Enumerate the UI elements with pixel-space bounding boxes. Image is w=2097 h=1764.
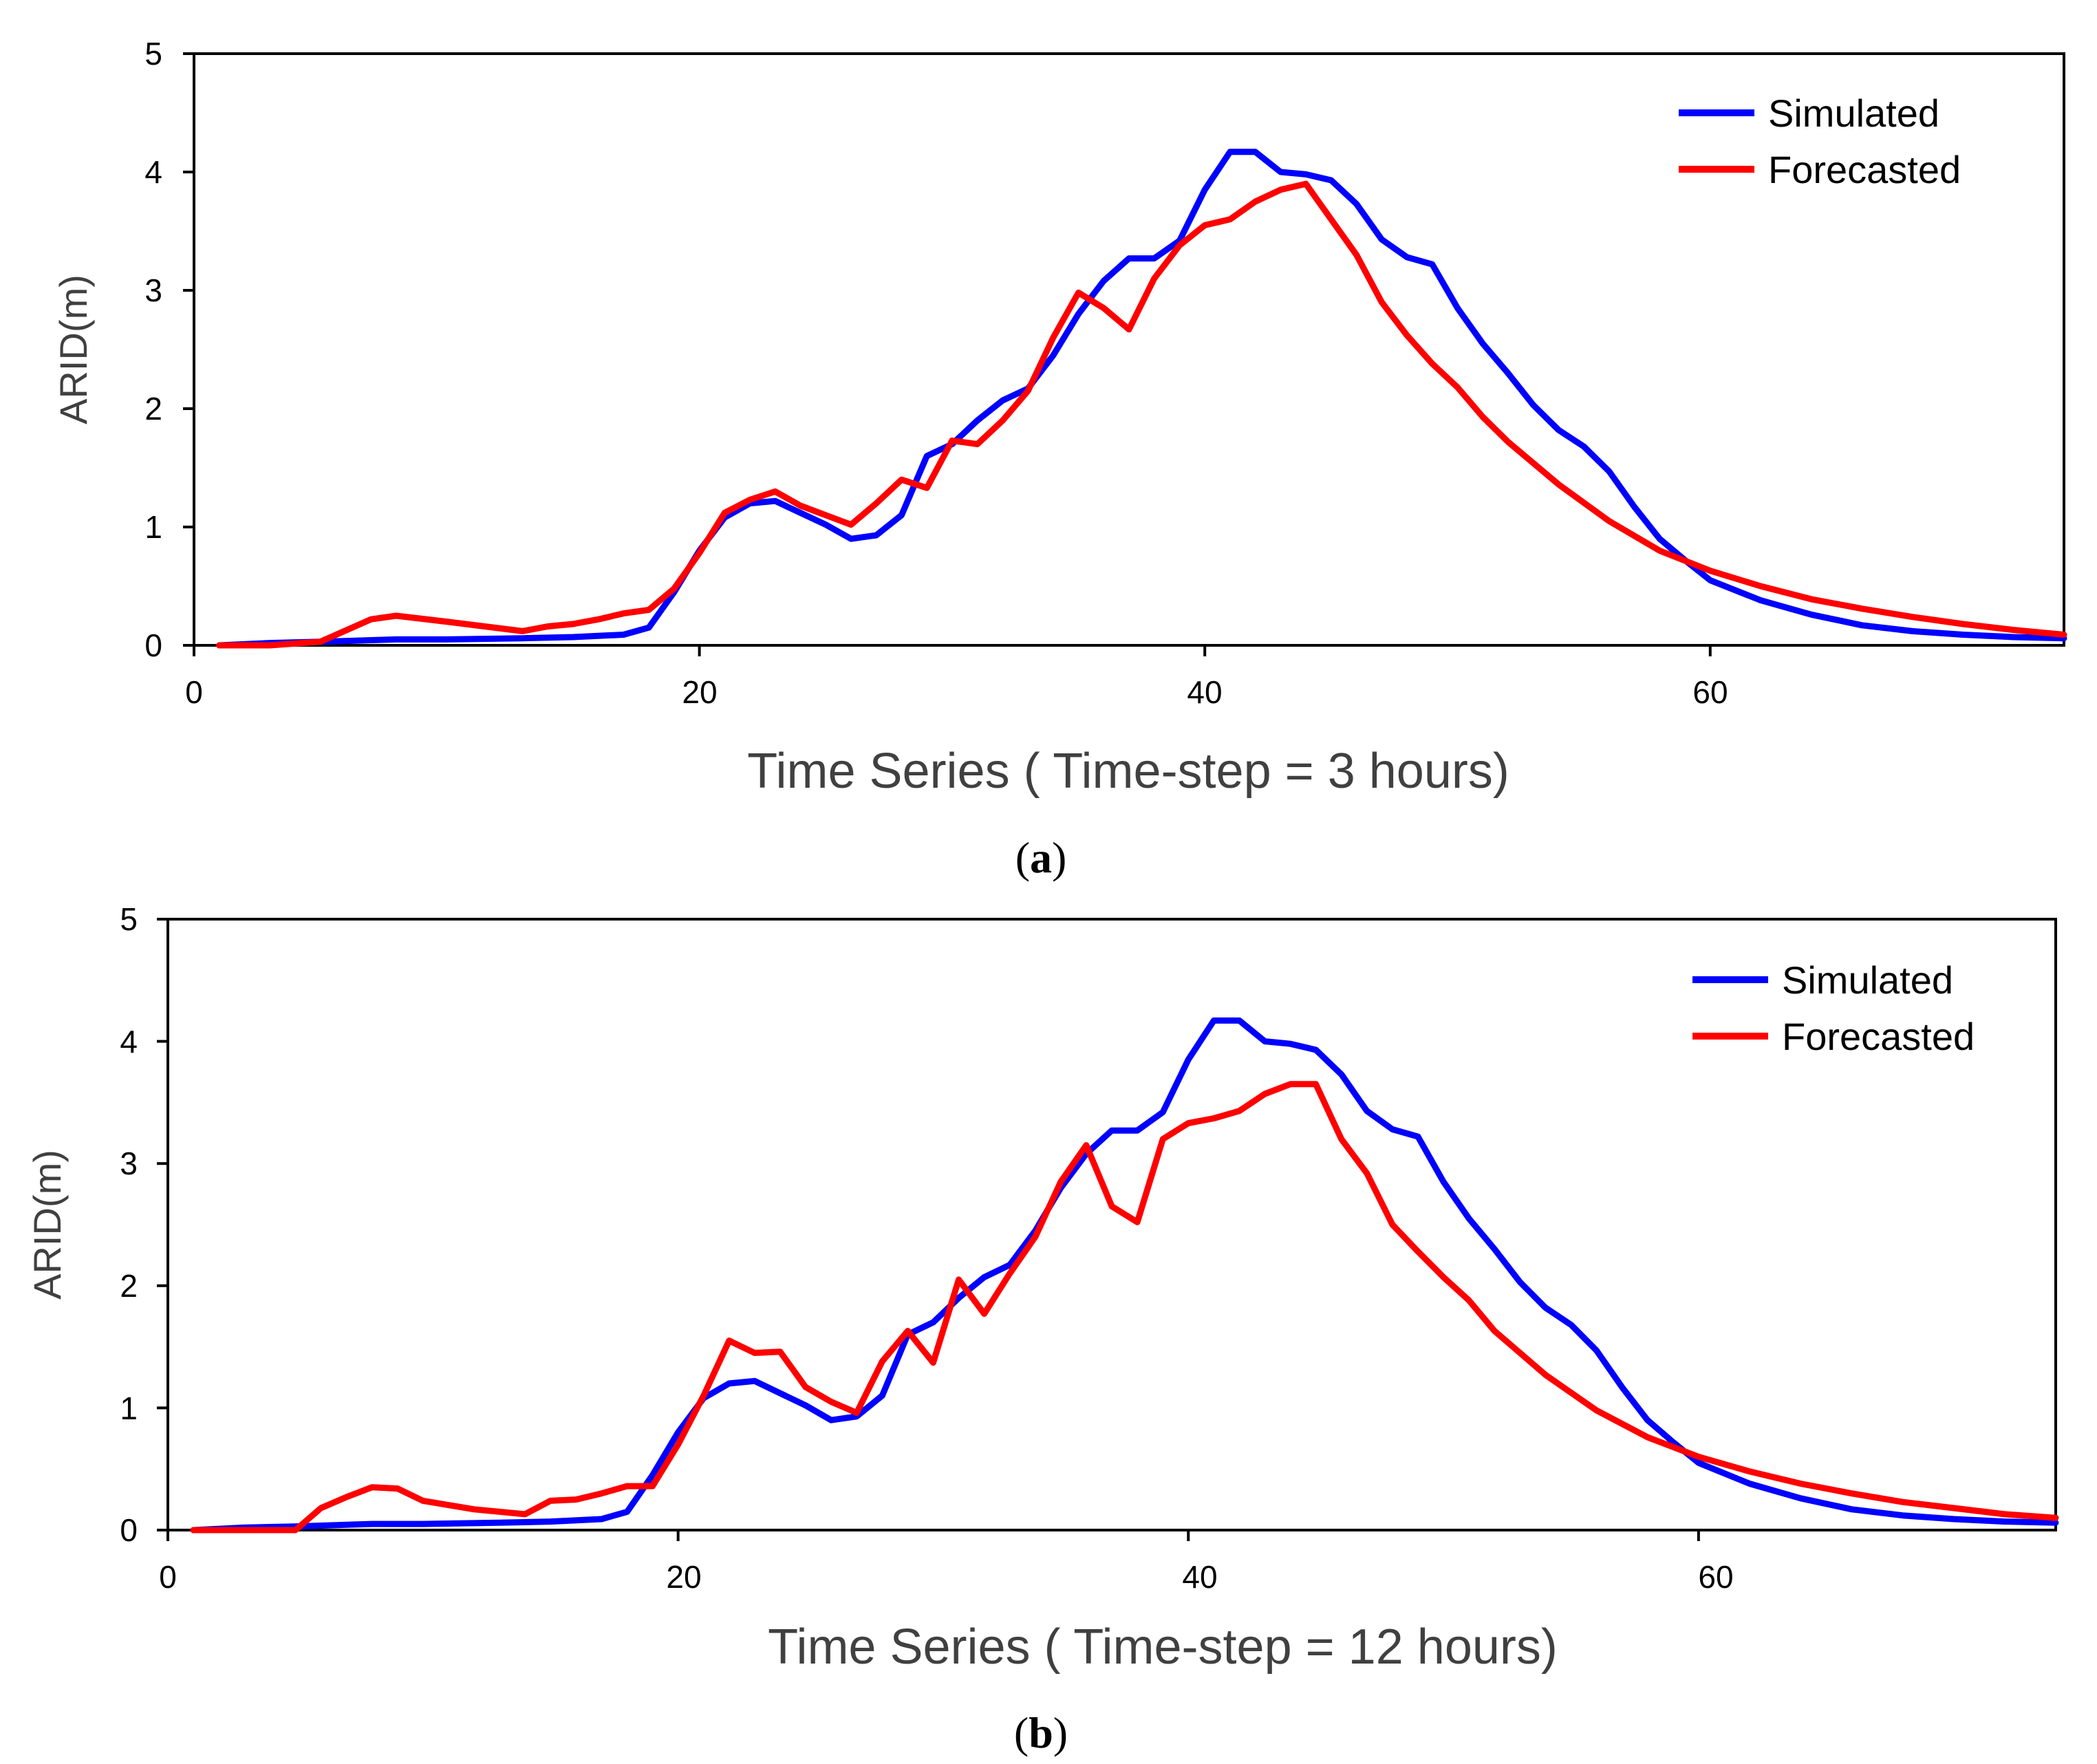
plot-frame [193,52,2065,647]
y-tick-label: 0 [144,627,162,663]
axis-ticks [183,52,1712,656]
x-tick-label: 0 [185,674,203,710]
y-tick-label: 5 [120,901,138,937]
x-axis-title: Time Series ( Time-step = 12 hours) [768,1620,1558,1675]
y-tick-label: 3 [144,272,162,308]
series-line-simulated [190,1017,2059,1534]
panel-label: (a) [1015,833,1067,882]
y-axis-title: ARID(m) [25,1150,69,1300]
axis-ticks [157,918,1700,1541]
x-tick-label: 60 [1692,674,1728,710]
y-tick-label: 3 [120,1145,138,1181]
x-tick-label: 40 [1182,1559,1217,1595]
x-tick-label: 20 [682,674,717,710]
legend-label-simulated: Simulated [1768,92,1939,135]
x-tick-label: 60 [1698,1559,1733,1595]
x-tick-label: 20 [666,1559,701,1595]
series-line-forecasted [216,180,2067,649]
x-axis-title: Time Series ( Time-step = 3 hours) [747,744,1509,799]
legend-label-simulated: Simulated [1782,958,1953,1002]
y-tick-label: 4 [144,154,162,190]
x-tick-label: 40 [1187,674,1222,710]
chart-panel-b: 0 1 2 3 4 5 0 20 40 60 ARID(m) Time Seri… [25,901,2059,1757]
x-tick-label: 0 [159,1559,177,1595]
plot-frame [166,918,2057,1531]
y-axis-title: ARID(m) [52,275,95,424]
series-line-forecasted [190,1081,2059,1534]
legend-label-forecasted: Forecasted [1782,1015,1975,1058]
legend: Simulated Forecasted [1679,92,1961,191]
panel-label-letter: a [1030,833,1052,882]
chart-panel-a: 0 1 2 3 4 5 0 20 40 60 ARID(m) Time Seri… [52,36,2067,882]
legend: Simulated Forecasted [1692,958,1975,1058]
y-tick-label: 1 [144,509,162,545]
series-layer [216,149,2067,649]
panel-label: (b) [1014,1708,1068,1757]
y-tick-label: 2 [120,1268,138,1304]
y-tick-label: 4 [120,1024,138,1060]
y-tick-label: 0 [120,1512,138,1548]
y-tick-label: 5 [144,36,162,72]
series-layer [190,1017,2059,1534]
legend-label-forecasted: Forecasted [1768,148,1961,191]
panel-label-letter: b [1029,1708,1053,1757]
y-tick-label: 1 [120,1390,138,1426]
y-tick-label: 2 [144,391,162,427]
